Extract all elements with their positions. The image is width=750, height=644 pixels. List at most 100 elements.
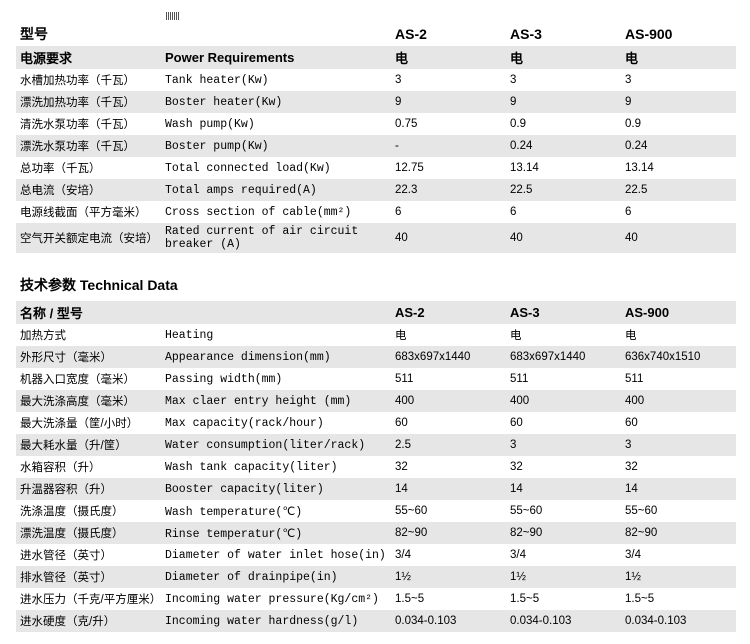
table-row: 最大洗涤量（筐/小时）Max capacity(rack/hour)606060 xyxy=(16,412,736,434)
table-row: 最大洗涤高度（毫米）Max claer entry height (mm)400… xyxy=(16,390,736,412)
row-label-en: Heating xyxy=(161,324,391,346)
row-value: 22.5 xyxy=(506,179,621,201)
row-value: 1.5~5 xyxy=(391,588,506,610)
row-value: 2.5 xyxy=(391,434,506,456)
row-value: 511 xyxy=(621,368,736,390)
row-value: 32 xyxy=(621,456,736,478)
tech-model-0: AS-2 xyxy=(391,301,506,324)
row-value: 55~60 xyxy=(621,500,736,522)
row-label-en: Rated current of air circuit breaker (A) xyxy=(161,223,391,253)
table-row: 总电流（安培）Total amps required(A)22.322.522.… xyxy=(16,179,736,201)
row-label-zh: 电源线截面（平方毫米） xyxy=(16,201,161,223)
row-label-zh: 水箱容积（升） xyxy=(16,456,161,478)
row-value: 40 xyxy=(621,223,736,253)
table-row: 升温器容积（升）Booster capacity(liter)141414 xyxy=(16,478,736,500)
row-label-en: Max claer entry height (mm) xyxy=(161,390,391,412)
tech-model-1: AS-3 xyxy=(506,301,621,324)
row-value: 14 xyxy=(621,478,736,500)
row-value: - xyxy=(391,135,506,157)
row-value: 3/4 xyxy=(391,544,506,566)
row-label-zh: 总电流（安培） xyxy=(16,179,161,201)
model-col-2: AS-900 xyxy=(621,22,736,46)
table-row: 机器入口宽度（毫米）Passing width(mm)511511511 xyxy=(16,368,736,390)
row-label-en: Incoming water hardness(g/l) xyxy=(161,610,391,632)
table-row: 水箱容积（升）Wash tank capacity(liter)323232 xyxy=(16,456,736,478)
row-label-zh: 最大洗涤量（筐/小时） xyxy=(16,412,161,434)
row-value: 22.3 xyxy=(391,179,506,201)
row-value: 1½ xyxy=(621,566,736,588)
row-value: 12.75 xyxy=(391,157,506,179)
row-value: 40 xyxy=(391,223,506,253)
row-value: 55~60 xyxy=(506,500,621,522)
row-label-en: Diameter of drainpipe(in) xyxy=(161,566,391,588)
row-value: 0.034-0.103 xyxy=(621,610,736,632)
table-row: 电源线截面（平方毫米）Cross section of cable(mm²)66… xyxy=(16,201,736,223)
table-row: 排水管径（英寸）Diameter of drainpipe(in)1½1½1½ xyxy=(16,566,736,588)
row-value: 9 xyxy=(391,91,506,113)
row-label-en: Wash tank capacity(liter) xyxy=(161,456,391,478)
row-label-zh: 最大洗涤高度（毫米） xyxy=(16,390,161,412)
row-value: 9 xyxy=(621,91,736,113)
power-electric-0: 电 xyxy=(391,46,506,69)
power-electric-1: 电 xyxy=(506,46,621,69)
row-value: 14 xyxy=(391,478,506,500)
technical-table: 名称 / 型号 AS-2 AS-3 AS-900 加热方式Heating电电电外… xyxy=(16,301,736,632)
row-value: 683x697x1440 xyxy=(391,346,506,368)
power-label-en: Power Requirements xyxy=(161,46,391,69)
row-label-zh: 进水压力（千克/平方厘米） xyxy=(16,588,161,610)
row-value: 32 xyxy=(506,456,621,478)
row-label-en: Incoming water pressure(Kg/cm²) xyxy=(161,588,391,610)
power-label-zh: 电源要求 xyxy=(16,46,161,69)
row-value: 1.5~5 xyxy=(506,588,621,610)
model-col-1: AS-3 xyxy=(506,22,621,46)
row-label-en: Appearance dimension(mm) xyxy=(161,346,391,368)
row-label-zh: 洗涤温度（摄氏度） xyxy=(16,500,161,522)
row-value: 55~60 xyxy=(391,500,506,522)
row-label-en: Boster pump(Kw) xyxy=(161,135,391,157)
row-value: 400 xyxy=(506,390,621,412)
row-value: 3/4 xyxy=(506,544,621,566)
row-value: 3 xyxy=(506,69,621,91)
row-value: 6 xyxy=(506,201,621,223)
row-value: 511 xyxy=(391,368,506,390)
row-value: 3/4 xyxy=(621,544,736,566)
table-row: 进水压力（千克/平方厘米）Incoming water pressure(Kg/… xyxy=(16,588,736,610)
table-row: 漂洗温度（摄氏度）Rinse temperatur(℃)82~9082~9082… xyxy=(16,522,736,544)
row-label-en: Passing width(mm) xyxy=(161,368,391,390)
row-value: 1½ xyxy=(506,566,621,588)
row-value: 60 xyxy=(621,412,736,434)
row-value: 14 xyxy=(506,478,621,500)
row-value: 0.24 xyxy=(506,135,621,157)
row-value: 60 xyxy=(391,412,506,434)
row-value: 400 xyxy=(391,390,506,412)
row-value: 0.75 xyxy=(391,113,506,135)
row-value: 6 xyxy=(391,201,506,223)
row-label-en: Water consumption(liter/rack) xyxy=(161,434,391,456)
row-value: 683x697x1440 xyxy=(506,346,621,368)
row-label-zh: 水槽加热功率（千瓦） xyxy=(16,69,161,91)
row-value: 3 xyxy=(391,69,506,91)
row-value: 0.9 xyxy=(621,113,736,135)
tech-model-2: AS-900 xyxy=(621,301,736,324)
row-value: 电 xyxy=(621,324,736,346)
table-row: 空气开关额定电流（安培）Rated current of air circuit… xyxy=(16,223,736,253)
row-label-en: Booster capacity(liter) xyxy=(161,478,391,500)
table-row: 清洗水泵功率（千瓦）Wash pump(Kw)0.750.90.9 xyxy=(16,113,736,135)
row-value: 0.034-0.103 xyxy=(506,610,621,632)
row-label-zh: 进水管径（英寸） xyxy=(16,544,161,566)
table-row: 外形尺寸（毫米）Appearance dimension(mm)683x697x… xyxy=(16,346,736,368)
row-value: 1.5~5 xyxy=(621,588,736,610)
model-label: 型号 xyxy=(16,22,161,46)
row-value: 40 xyxy=(506,223,621,253)
table-row: 水槽加热功率（千瓦）Tank heater(Kw)333 xyxy=(16,69,736,91)
row-label-en: Boster heater(Kw) xyxy=(161,91,391,113)
row-value: 13.14 xyxy=(506,157,621,179)
row-label-en: Wash pump(Kw) xyxy=(161,113,391,135)
row-value: 82~90 xyxy=(621,522,736,544)
row-label-zh: 漂洗温度（摄氏度） xyxy=(16,522,161,544)
row-label-zh: 进水硬度（克/升） xyxy=(16,610,161,632)
row-label-zh: 排水管径（英寸） xyxy=(16,566,161,588)
row-label-en: Cross section of cable(mm²) xyxy=(161,201,391,223)
row-value: 22.5 xyxy=(621,179,736,201)
row-value: 82~90 xyxy=(391,522,506,544)
